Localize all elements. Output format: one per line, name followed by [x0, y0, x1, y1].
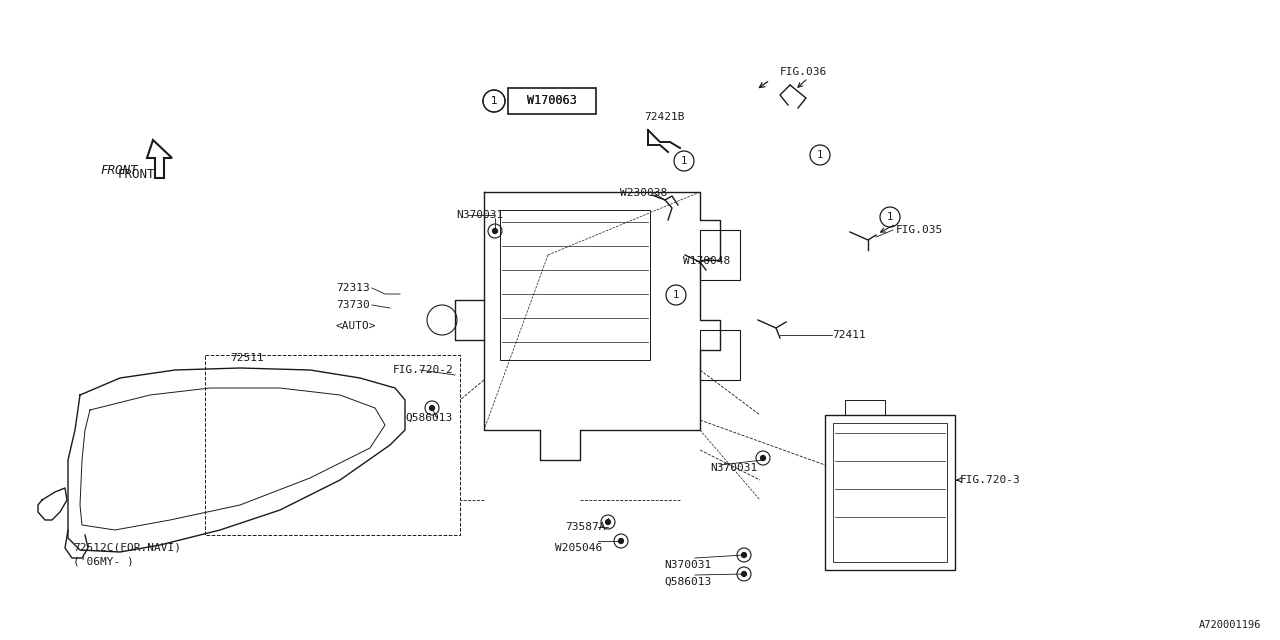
Text: A720001196: A720001196	[1199, 620, 1261, 630]
Text: 72411: 72411	[832, 330, 865, 340]
Circle shape	[741, 552, 748, 558]
Text: FIG.720-2: FIG.720-2	[393, 365, 453, 375]
Text: Q586013: Q586013	[404, 413, 452, 423]
Circle shape	[741, 571, 748, 577]
Text: FRONT: FRONT	[118, 168, 155, 182]
Text: <AUTO>: <AUTO>	[335, 321, 376, 331]
Text: W170048: W170048	[684, 256, 731, 266]
Circle shape	[429, 405, 435, 411]
Text: 1: 1	[490, 96, 497, 106]
Text: FIG.035: FIG.035	[896, 225, 943, 235]
Text: FRONT: FRONT	[100, 163, 137, 177]
Bar	[508, 88, 596, 114]
Text: N370031: N370031	[664, 560, 712, 570]
Bar	[700, 230, 740, 280]
Circle shape	[618, 538, 625, 544]
Text: W205046: W205046	[556, 543, 603, 553]
Text: 72313: 72313	[335, 283, 370, 293]
Circle shape	[492, 228, 498, 234]
Text: W170063: W170063	[527, 95, 577, 108]
Text: 1: 1	[887, 212, 893, 222]
Text: 73587A: 73587A	[564, 522, 605, 532]
Text: Q586013: Q586013	[664, 577, 712, 587]
Text: W230038: W230038	[620, 188, 667, 198]
Text: 72512C(FOR.NAVI): 72512C(FOR.NAVI)	[73, 542, 180, 552]
Text: 72511: 72511	[230, 353, 264, 363]
Text: 1: 1	[673, 290, 680, 300]
Circle shape	[760, 455, 767, 461]
Text: 1: 1	[490, 96, 497, 106]
Bar	[833, 423, 947, 562]
Circle shape	[605, 519, 611, 525]
Text: 1: 1	[681, 156, 687, 166]
Text: 1: 1	[817, 150, 823, 160]
Text: FIG.036: FIG.036	[780, 67, 827, 77]
Text: ('06MY- ): ('06MY- )	[73, 557, 133, 567]
Text: 73730: 73730	[335, 300, 370, 310]
Bar	[826, 415, 955, 570]
Text: W170063: W170063	[527, 95, 577, 108]
Text: 72421B: 72421B	[644, 112, 685, 122]
Text: N370031: N370031	[456, 210, 503, 220]
Bar	[500, 210, 650, 360]
Bar	[700, 330, 740, 380]
Text: N370031: N370031	[710, 463, 758, 473]
Text: FIG.720-3: FIG.720-3	[960, 475, 1020, 485]
